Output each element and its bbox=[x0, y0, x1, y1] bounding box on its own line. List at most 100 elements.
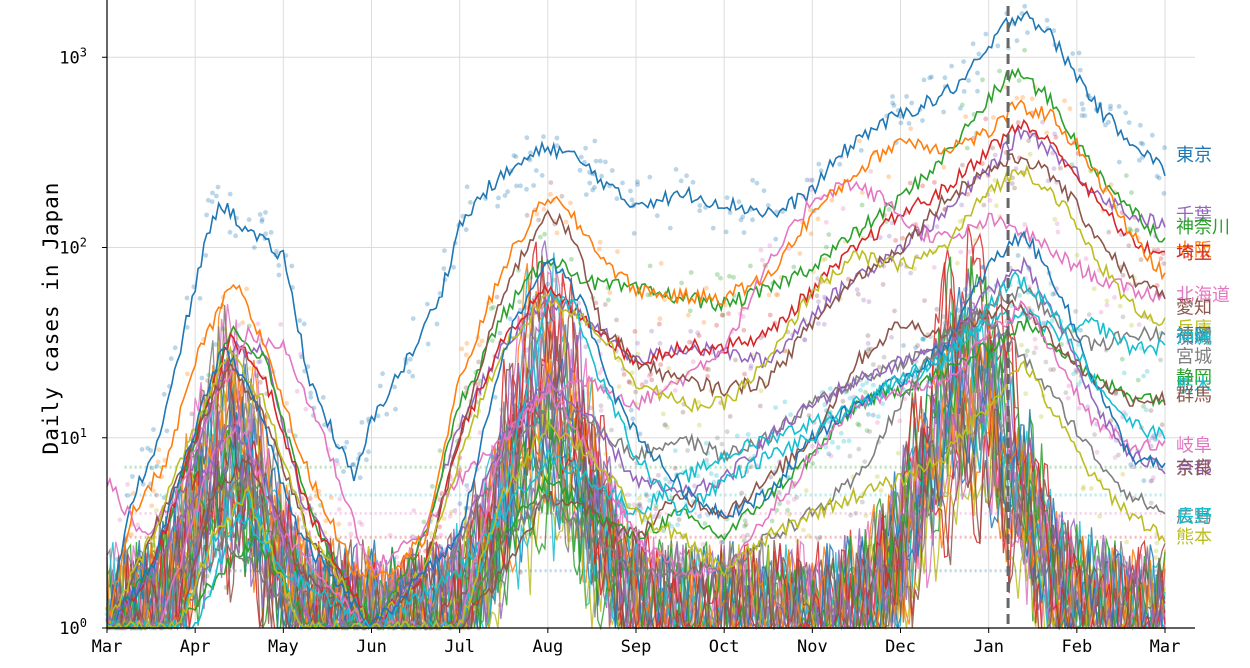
data-point bbox=[1033, 345, 1039, 351]
data-point bbox=[499, 407, 504, 413]
data-point bbox=[616, 384, 622, 389]
x-tick-label: Dec bbox=[885, 637, 916, 657]
data-point bbox=[868, 169, 874, 174]
data-point bbox=[577, 167, 583, 173]
series-label: 熊本 bbox=[1176, 527, 1212, 548]
data-point bbox=[516, 267, 521, 273]
data-point bbox=[1040, 119, 1045, 125]
data-point bbox=[866, 346, 872, 352]
data-point bbox=[823, 256, 828, 262]
data-point bbox=[151, 427, 156, 432]
data-point bbox=[1044, 130, 1050, 136]
data-point bbox=[578, 154, 584, 160]
data-point bbox=[213, 342, 219, 347]
data-point bbox=[662, 422, 668, 428]
data-point bbox=[149, 553, 155, 559]
data-point bbox=[636, 503, 641, 508]
data-point bbox=[1027, 151, 1033, 157]
data-point bbox=[840, 398, 846, 404]
data-point bbox=[596, 529, 602, 535]
data-point bbox=[288, 521, 294, 527]
data-point bbox=[765, 203, 771, 208]
data-point bbox=[858, 148, 864, 153]
data-point bbox=[1058, 165, 1063, 171]
data-point bbox=[539, 427, 545, 433]
data-point bbox=[864, 428, 870, 433]
data-point bbox=[635, 340, 640, 346]
data-point bbox=[880, 282, 886, 287]
data-point bbox=[355, 575, 360, 581]
data-point bbox=[720, 539, 726, 545]
data-point bbox=[380, 371, 385, 377]
data-point bbox=[114, 556, 120, 562]
data-point bbox=[505, 189, 510, 195]
data-point bbox=[140, 481, 146, 487]
data-point bbox=[848, 512, 853, 518]
series-label: 兵庫 bbox=[1176, 318, 1212, 339]
data-point bbox=[326, 613, 332, 619]
data-point bbox=[876, 414, 881, 419]
data-point bbox=[284, 401, 289, 406]
data-point bbox=[695, 473, 701, 479]
data-point bbox=[554, 510, 560, 516]
data-point bbox=[1073, 367, 1079, 373]
data-point bbox=[593, 158, 599, 164]
data-point bbox=[967, 249, 972, 255]
data-point bbox=[898, 114, 903, 119]
data-point bbox=[906, 493, 912, 499]
data-point bbox=[203, 253, 209, 258]
data-point bbox=[511, 153, 517, 159]
data-point bbox=[172, 345, 178, 351]
data-point bbox=[278, 322, 284, 327]
series-label: 北海道 bbox=[1176, 285, 1230, 306]
data-point bbox=[301, 321, 307, 327]
data-point bbox=[437, 524, 442, 530]
data-point bbox=[815, 276, 821, 281]
data-point bbox=[957, 219, 963, 224]
data-point bbox=[196, 521, 202, 527]
data-point bbox=[131, 491, 136, 496]
data-point bbox=[246, 429, 251, 435]
data-point bbox=[625, 492, 631, 498]
data-point bbox=[791, 264, 797, 270]
data-point bbox=[983, 116, 989, 122]
data-point bbox=[233, 484, 238, 490]
data-point bbox=[922, 298, 927, 303]
data-point bbox=[726, 311, 731, 316]
data-point bbox=[246, 418, 252, 423]
data-point bbox=[1120, 314, 1126, 320]
series-line bbox=[106, 299, 1166, 630]
data-point bbox=[434, 535, 440, 541]
data-point bbox=[893, 238, 898, 243]
data-point bbox=[351, 462, 356, 467]
data-point bbox=[444, 598, 450, 604]
data-point bbox=[1032, 336, 1038, 342]
data-point bbox=[757, 403, 763, 409]
data-point bbox=[729, 548, 735, 554]
data-point bbox=[128, 613, 134, 619]
data-point bbox=[155, 609, 161, 615]
data-point bbox=[1141, 478, 1147, 484]
data-point bbox=[357, 519, 363, 525]
data-point bbox=[630, 416, 636, 422]
data-point bbox=[469, 531, 475, 536]
data-point bbox=[117, 517, 123, 523]
data-point bbox=[491, 304, 496, 310]
data-point bbox=[758, 388, 764, 394]
data-point bbox=[680, 409, 686, 415]
data-point bbox=[620, 180, 625, 186]
data-point bbox=[874, 474, 880, 479]
data-point bbox=[860, 499, 865, 505]
data-point bbox=[1052, 131, 1057, 137]
data-point bbox=[425, 341, 431, 347]
x-tick-label: Sep bbox=[621, 637, 652, 657]
data-point bbox=[590, 187, 596, 193]
background-line bbox=[107, 255, 1166, 631]
data-point bbox=[724, 429, 730, 435]
data-point bbox=[1127, 226, 1133, 232]
data-point bbox=[258, 380, 263, 385]
data-point bbox=[477, 342, 482, 348]
data-point bbox=[745, 532, 750, 538]
data-point bbox=[1149, 478, 1155, 483]
data-point bbox=[651, 514, 656, 519]
